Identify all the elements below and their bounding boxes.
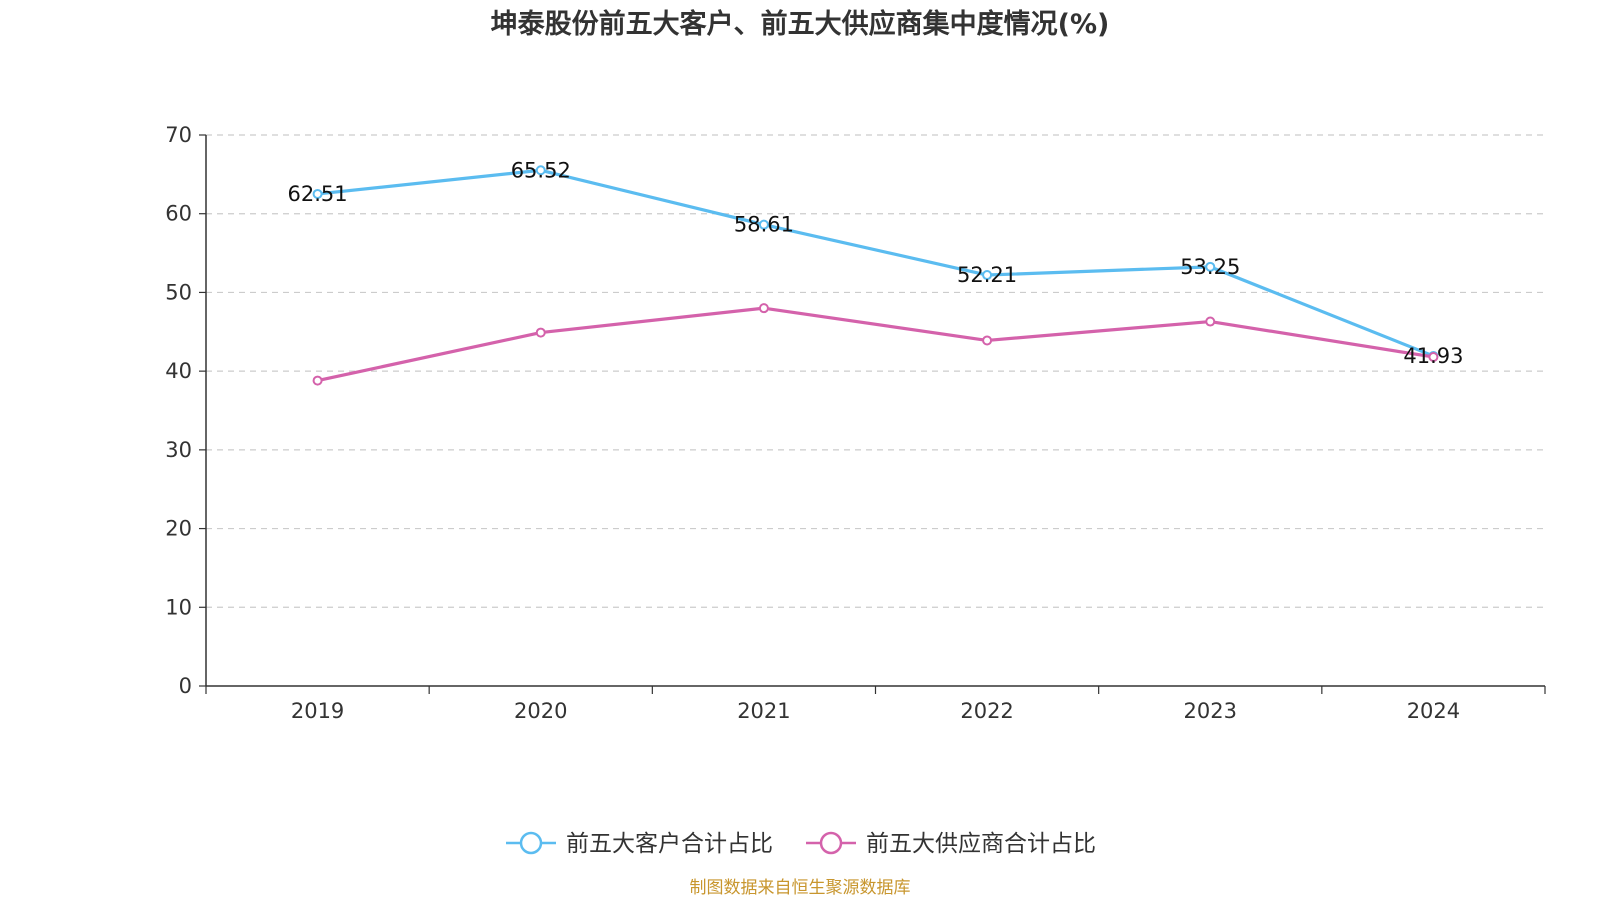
x-tick-label: 2020	[514, 699, 567, 723]
series-line	[317, 306, 1434, 383]
y-tick-label: 40	[165, 359, 192, 383]
chart-title: 坤泰股份前五大客户、前五大供应商集中度情况(%)	[491, 8, 1110, 40]
x-tick-label: 2024	[1407, 699, 1460, 723]
legend-marker	[519, 831, 543, 855]
data-point	[982, 270, 993, 281]
data-label: 53.25	[1180, 255, 1240, 279]
data-label: 41.93	[1403, 344, 1463, 368]
x-axis-ticks: 2019 2020 2021 2022 2023 2024	[205, 686, 1546, 723]
y-tick-label: 60	[165, 202, 192, 226]
legend-marker	[819, 831, 843, 855]
data-point	[535, 327, 546, 338]
y-tick-label: 50	[165, 280, 192, 304]
axes	[205, 135, 1545, 687]
y-tick-label: 10	[165, 595, 192, 619]
data-label: 62.51	[288, 182, 348, 206]
x-tick-label: 2023	[1184, 699, 1237, 723]
x-tick-label: 2021	[737, 699, 790, 723]
source-note: 制图数据来自恒生聚源数据库	[690, 878, 911, 898]
data-label: 58.61	[734, 213, 794, 237]
series-line	[317, 168, 1435, 358]
y-tick-label: 30	[165, 438, 192, 462]
y-axis-ticks: 0 10 20 30 40 50 60 70	[165, 123, 206, 698]
data-point	[758, 219, 769, 230]
x-tick-label: 2019	[291, 699, 344, 723]
x-tick-label: 2022	[960, 699, 1013, 723]
gridlines	[206, 134, 1545, 608]
data-point	[1205, 261, 1216, 272]
data-label: 65.52	[511, 158, 571, 182]
series-group	[312, 165, 1439, 386]
y-tick-label: 70	[165, 123, 192, 147]
data-point	[1428, 351, 1439, 362]
data-point	[982, 335, 993, 346]
legend: 前五大客户合计占比 前五大供应商合计占比	[506, 831, 1096, 857]
y-tick-label: 0	[179, 674, 192, 698]
data-point	[1205, 316, 1216, 327]
legend-label: 前五大供应商合计占比	[866, 831, 1096, 857]
data-point	[312, 188, 323, 199]
y-tick-label: 20	[165, 517, 192, 541]
data-point	[758, 303, 769, 314]
data-point	[535, 165, 546, 176]
legend-label: 前五大客户合计占比	[566, 831, 773, 857]
data-point	[312, 375, 323, 386]
data-label: 52.21	[957, 263, 1017, 287]
data-labels: 62.51 65.52 58.61 52.21 53.25 41.93	[288, 158, 1464, 368]
